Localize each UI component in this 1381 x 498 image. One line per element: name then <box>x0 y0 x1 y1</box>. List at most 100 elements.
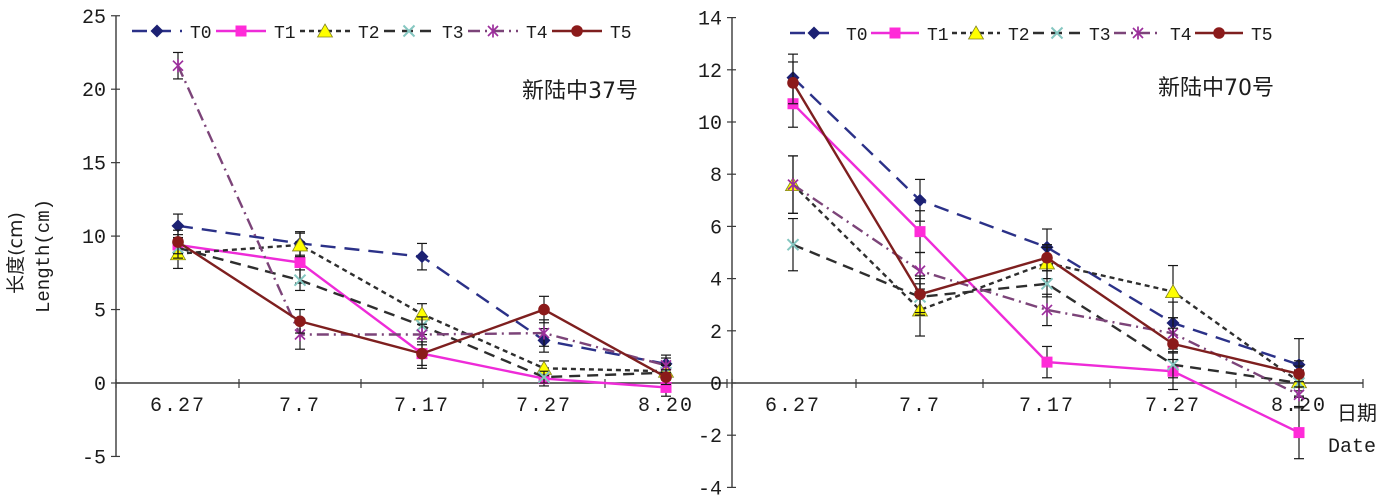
series-T0 <box>786 53 1306 392</box>
chart-title-1: 新陆中70号 <box>1158 76 1274 101</box>
series-T5 <box>172 229 672 386</box>
circle-marker-T5 <box>914 288 926 301</box>
legend-0: T0 T1 T2 T3 T4 T5 <box>132 23 632 44</box>
y-axis-title-cn: 长度(cm) <box>5 212 27 294</box>
series-T5 <box>787 61 1305 388</box>
y-tick-label: -4 <box>698 478 722 498</box>
legend-item-T3: T3 <box>1033 26 1111 46</box>
legend-item-T1: T1 <box>216 24 296 44</box>
x-tick-label: 7.27 <box>516 395 572 418</box>
circle-marker-T5 <box>416 347 428 360</box>
square-marker-T1 <box>294 257 306 269</box>
legend-item-T2: T2 <box>300 23 380 44</box>
square-marker-T1 <box>1041 356 1053 368</box>
series-line-T2 <box>792 183 1300 383</box>
circle-marker-T5 <box>172 236 184 248</box>
series-line-T5 <box>791 82 1300 376</box>
diamond-marker-T0 <box>415 250 429 264</box>
y-tick-label: 2 <box>710 322 722 345</box>
x-tick-label: 7.17 <box>1019 395 1075 418</box>
legend-circle-marker <box>1213 27 1225 39</box>
y-tick-label: 0 <box>710 374 722 397</box>
x-marker-T3 <box>786 238 800 251</box>
legend-item-T5: T5 <box>1195 26 1273 46</box>
legend-item-T4: T4 <box>1114 26 1192 46</box>
legend-label-T2: T2 <box>1008 26 1030 46</box>
chart-title-0: 新陆中37号 <box>522 79 638 104</box>
x-marker-T3 <box>1166 358 1180 371</box>
legend-label-T4: T4 <box>1170 26 1192 46</box>
legend-asterisk-marker <box>487 24 499 38</box>
legend-x-marker <box>402 24 416 38</box>
legend-label-T0: T0 <box>190 24 212 44</box>
asterisk-marker-T4 <box>914 264 926 278</box>
x-tick-label: 7.27 <box>1145 395 1201 418</box>
legend-x-marker <box>1050 26 1064 40</box>
x-axis-title-en: Date <box>1328 436 1376 459</box>
shared-axis-titles: 长度(cm) Length(cm) 日期 Date <box>5 199 1377 459</box>
legend-item-T0: T0 <box>132 24 212 44</box>
legend-item-T2: T2 <box>952 25 1030 46</box>
circle-marker-T5 <box>1167 338 1179 350</box>
x-tick-label: 6.27 <box>150 395 206 418</box>
x-tick-label: 7.7 <box>899 395 941 418</box>
y-tick-label: 20 <box>82 80 106 103</box>
y-tick-label: 10 <box>82 227 106 250</box>
legend-label-T1: T1 <box>927 26 949 46</box>
legend-label-T0: T0 <box>846 26 868 46</box>
y-tick-label: 6 <box>710 217 722 240</box>
legend-item-T5: T5 <box>552 24 632 44</box>
legend-1: T0 T1 T2 T3 T4 T5 <box>790 25 1273 46</box>
circle-marker-T5 <box>660 371 672 383</box>
legend-label-T5: T5 <box>610 24 632 44</box>
circle-marker-T5 <box>294 315 306 328</box>
y-tick-label: 10 <box>698 113 722 136</box>
series-line-T0 <box>792 76 1300 366</box>
legend-label-T2: T2 <box>358 24 380 44</box>
x-marker-T3 <box>1040 277 1054 291</box>
y-tick-label: 12 <box>698 61 722 84</box>
circle-marker-T5 <box>538 303 550 316</box>
y-tick-label: 14 <box>698 9 722 32</box>
legend-asterisk-marker <box>1132 26 1144 40</box>
x-tick-label: 7.17 <box>394 395 450 418</box>
legend-item-T3: T3 <box>384 24 464 44</box>
y-tick-label: 25 <box>82 7 106 30</box>
x-tick-label: 7.7 <box>279 395 321 418</box>
legend-triangle-marker <box>316 23 334 38</box>
y-tick-label: 8 <box>710 165 722 188</box>
asterisk-marker-T4 <box>538 326 550 340</box>
legend-label-T5: T5 <box>1251 26 1273 46</box>
legend-label-T4: T4 <box>526 24 548 44</box>
asterisk-marker-T4 <box>1293 388 1305 402</box>
y-axis-title-en: Length(cm) <box>33 199 55 313</box>
asterisk-marker-T4 <box>172 59 184 73</box>
y-tick-label: 15 <box>82 154 106 177</box>
diamond-marker-T0 <box>171 219 185 233</box>
y-tick-label: -2 <box>698 426 722 449</box>
x-marker-T3 <box>293 273 307 287</box>
legend-square-marker <box>889 27 901 39</box>
square-marker-T1 <box>914 226 926 238</box>
legend-item-T4: T4 <box>468 24 548 44</box>
legend-triangle-marker <box>967 25 985 40</box>
square-marker-T1 <box>1293 427 1305 439</box>
series-line-T3 <box>792 243 1300 385</box>
circle-marker-T5 <box>787 77 799 89</box>
legend-circle-marker <box>571 25 583 37</box>
triangle-marker-T2 <box>291 237 309 252</box>
asterisk-marker-T4 <box>1041 303 1053 317</box>
legend-label-T3: T3 <box>442 24 464 44</box>
x-tick-label: 6.27 <box>765 395 821 418</box>
square-marker-T1 <box>660 381 672 393</box>
x-axis-title-cn: 日期 <box>1337 401 1377 425</box>
asterisk-marker-T4 <box>787 178 799 192</box>
triangle-marker-T2 <box>1164 283 1182 299</box>
circle-marker-T5 <box>1041 251 1053 264</box>
asterisk-marker-T4 <box>416 328 428 342</box>
chart-panel-1: 14121086420-2-46.277.77.177.278.20T0T1T2… <box>698 9 1364 498</box>
legend-label-T1: T1 <box>274 24 296 44</box>
